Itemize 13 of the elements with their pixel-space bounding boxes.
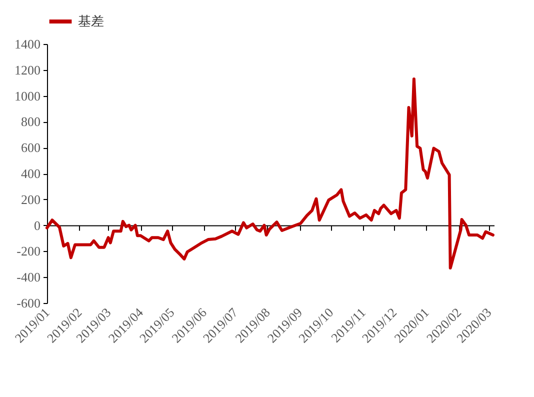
legend-label: 基差 bbox=[78, 14, 104, 28]
line-series bbox=[46, 77, 494, 270]
y-tick-label: 400 bbox=[21, 166, 40, 181]
y-tick-label: -600 bbox=[16, 296, 40, 310]
y-tick-label: 1200 bbox=[14, 62, 40, 78]
y-tick-label: 200 bbox=[21, 192, 40, 207]
y-tick-label: 0 bbox=[34, 218, 40, 233]
y-tick-label: -400 bbox=[16, 270, 40, 285]
y-tick-label: 1000 bbox=[14, 88, 40, 104]
y-tick-label: 1400 bbox=[14, 36, 40, 52]
y-tick-label: 800 bbox=[21, 114, 40, 130]
y-tick-label: 600 bbox=[21, 140, 40, 156]
y-tick-label: -200 bbox=[16, 244, 40, 259]
